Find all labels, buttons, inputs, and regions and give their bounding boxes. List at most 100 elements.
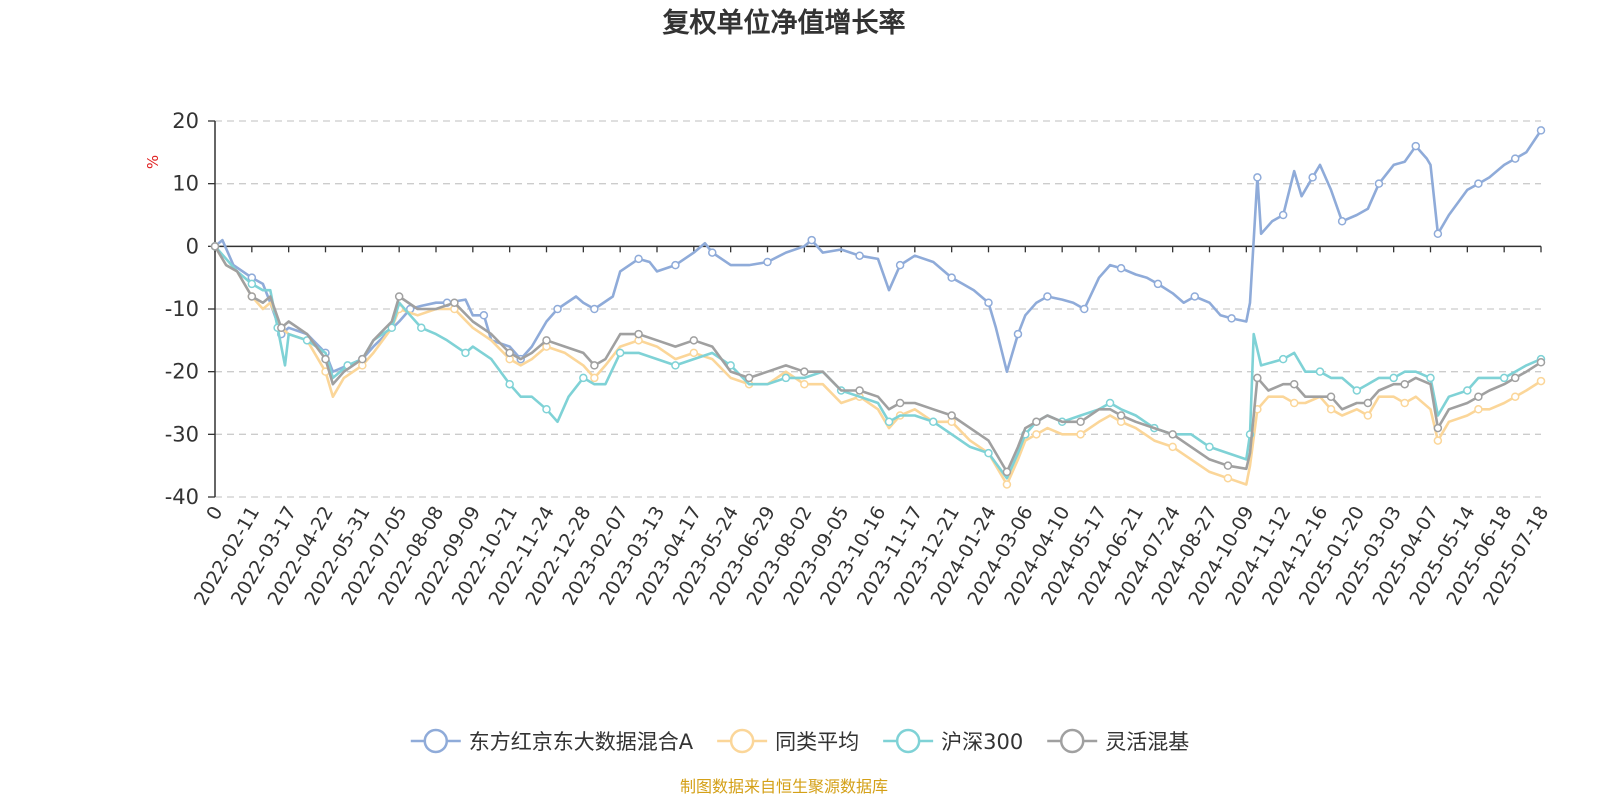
data-point-marker [1315, 367, 1325, 376]
data-point-marker [461, 348, 470, 358]
data-point-marker [1352, 386, 1362, 395]
data-point-marker [247, 279, 257, 289]
data-point-marker [1411, 141, 1421, 151]
data-point-marker [590, 304, 599, 314]
data-point-marker [984, 448, 993, 458]
data-point-marker [634, 329, 643, 339]
data-point-marker [1116, 411, 1126, 420]
data-point-marker [1080, 304, 1089, 314]
data-point-marker [1153, 279, 1163, 289]
data-point-marker [1168, 430, 1177, 439]
data-point-marker [855, 386, 864, 395]
legend-label: 东方红京东大数据混合A [469, 730, 694, 754]
data-point-marker [358, 354, 367, 364]
data-point-marker [1253, 173, 1262, 182]
chart-title: 复权单位净值增长率 [663, 7, 906, 39]
data-point-marker [895, 398, 905, 408]
data-point-marker [800, 367, 809, 376]
data-point-marker [984, 298, 993, 307]
data-point-marker [1433, 229, 1443, 239]
data-point-marker [1289, 398, 1299, 408]
y-tick-label: 0 [186, 234, 199, 258]
data-point-marker [1326, 405, 1336, 414]
data-point-marker [884, 417, 894, 427]
data-point-marker [579, 373, 588, 383]
data-point-marker [210, 242, 220, 251]
data-point-marker [1374, 179, 1384, 188]
y-tick-label: -10 [165, 297, 199, 321]
data-point-marker [590, 373, 599, 383]
data-point-marker [1337, 217, 1347, 226]
data-point-marker [1043, 292, 1052, 301]
legend-marker-icon [1059, 728, 1085, 754]
data-point-marker [807, 235, 816, 245]
data-point-marker [450, 298, 459, 307]
y-tick-label: -40 [165, 485, 199, 509]
data-point-marker [929, 417, 938, 427]
data-point-marker [1474, 405, 1483, 414]
data-point-marker [1227, 314, 1236, 323]
legend-marker-icon [423, 728, 449, 754]
data-point-marker [744, 373, 754, 383]
data-point-marker [800, 379, 809, 389]
data-point-marker [1389, 373, 1398, 383]
data-point-marker [1076, 430, 1085, 439]
y-tick-label: -20 [165, 360, 199, 384]
data-point-marker [417, 323, 426, 333]
data-point-marker [671, 260, 680, 270]
data-point-marker [542, 405, 551, 414]
data-point-marker [689, 348, 699, 358]
data-point-marker [1223, 461, 1233, 470]
x-tick-label: 0 [202, 503, 227, 524]
data-point-marker [505, 379, 514, 389]
data-point-marker [1116, 264, 1126, 273]
data-point-marker [387, 323, 397, 333]
data-point-marker [1363, 411, 1373, 420]
data-point-marker [1400, 398, 1409, 408]
series-line [214, 245, 1542, 480]
data-point-marker [1426, 373, 1435, 383]
data-point-marker [1536, 358, 1546, 367]
data-source-note: 制图数据来自恒生聚源数据库 [680, 777, 888, 796]
data-point-marker [781, 373, 791, 383]
data-point-marker [1253, 373, 1262, 383]
legend-label: 沪深300 [941, 730, 1023, 754]
data-point-marker [1308, 173, 1317, 182]
legend-marker-icon [895, 728, 921, 754]
legend-label: 同类平均 [775, 730, 859, 754]
legend-marker-icon [729, 728, 755, 754]
data-point-marker [590, 361, 599, 370]
data-point-marker [1190, 292, 1200, 301]
y-tick-label: 20 [172, 109, 199, 133]
data-point-marker [1474, 392, 1483, 401]
legend-label: 灵活混基 [1105, 730, 1189, 754]
legend: 东方红京东大数据混合A 同类平均 沪深300 灵活混基 [410, 728, 1189, 754]
data-point-marker [1474, 179, 1483, 188]
data-point-marker [542, 336, 551, 345]
data-point-marker [615, 348, 625, 358]
data-point-marker [947, 411, 956, 420]
data-point-marker [505, 348, 514, 358]
data-point-marker [277, 323, 286, 333]
axes [208, 120, 1542, 498]
data-point-marker [1168, 442, 1177, 452]
data-point-marker [1002, 467, 1012, 477]
data-point-marker [1510, 154, 1520, 163]
y-tick-label: 10 [172, 172, 199, 196]
data-point-marker [895, 260, 905, 270]
series-line [213, 245, 1542, 474]
data-point-marker [1278, 210, 1288, 220]
data-point-marker [1400, 379, 1409, 389]
data-point-marker [1205, 442, 1214, 452]
data-point-marker [247, 292, 257, 301]
data-point-marker [1013, 329, 1023, 339]
data-point-marker [947, 273, 956, 282]
data-point-marker [1536, 376, 1546, 386]
data-point-marker [1499, 373, 1509, 383]
data-point-marker [1076, 417, 1085, 427]
data-point-marker [1536, 126, 1546, 135]
data-point-marker [1326, 392, 1336, 401]
data-point-marker [671, 361, 680, 370]
data-point-marker [1289, 379, 1299, 389]
